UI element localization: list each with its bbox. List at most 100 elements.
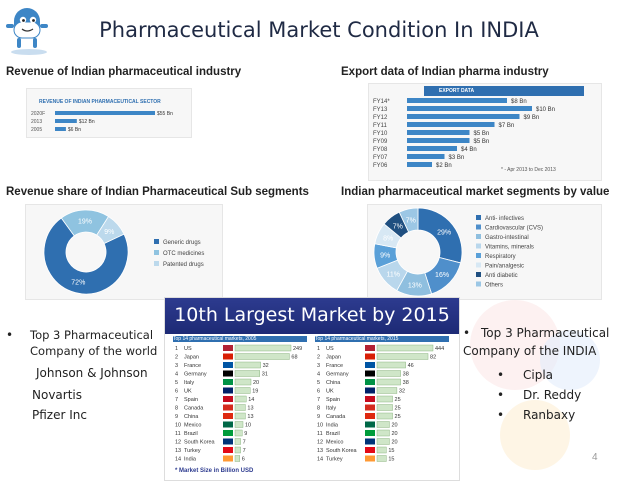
market-2015-country: South Korea: [326, 448, 358, 454]
bullet-icon: •: [497, 388, 505, 402]
export-bar: [407, 122, 495, 127]
export-bar-value: $8 Bn: [511, 99, 527, 105]
segments-slice-label: 7%: [393, 223, 403, 230]
share-legend-swatch: [154, 261, 159, 266]
export-row-label: FY09: [373, 139, 388, 145]
market-2015-value: 15: [388, 448, 394, 454]
market-2015-rank: 6: [317, 389, 320, 395]
segments-legend-swatch: [476, 234, 481, 239]
market-2015-flag-icon: [365, 404, 375, 411]
world-heading-line1: Top 3 Pharmaceutical: [30, 328, 154, 342]
market-2015-flag-icon: [365, 396, 375, 402]
market-2005-bar: [234, 370, 260, 377]
market-2005-flag-icon: [223, 370, 233, 377]
bullet-icon: •: [6, 328, 14, 342]
bullet-icon: •: [497, 368, 505, 382]
market-2015-bar: [376, 387, 398, 394]
segments-slice-label: 9%: [380, 253, 390, 260]
segments-heading: Indian pharmaceutical market segments by…: [341, 186, 610, 198]
segments-donut: 29%16%13%11%9%8%7%7% Anti- infectivesCard…: [373, 207, 543, 297]
market-footnote: * Market Size in Billion USD: [175, 468, 254, 474]
segments-legend-label: Vitamins, minerals: [485, 245, 534, 251]
market-2015-rank: 14: [317, 457, 323, 463]
market-2005-value: 31: [262, 372, 268, 378]
market-2015-rank: 1: [317, 346, 320, 352]
market-2005-country: Mexico: [184, 423, 201, 429]
market-2005-value: 7: [243, 440, 246, 446]
market-2005-value: 20: [253, 380, 259, 386]
world-company-3: Pfizer Inc: [32, 408, 87, 422]
market-2015-country: Japan: [326, 355, 341, 361]
market-2005-bar: [234, 395, 247, 403]
india-company-1: Cipla: [523, 368, 554, 382]
market-2005-rank: 9: [175, 414, 178, 420]
market-2005-country: China: [184, 414, 199, 420]
market-2015-rank: 3: [317, 363, 320, 369]
table-2015-header: Top 14 pharmaceutical markets, 2015: [315, 336, 449, 342]
segments-legend-swatch: [476, 262, 481, 268]
market-2005-flag-icon: [223, 353, 233, 360]
export-bar-value: $7 Bn: [499, 123, 515, 129]
market-2015-value: 444: [435, 346, 444, 352]
export-chart-note: * - Apr 2013 to Dec 2013: [501, 167, 556, 173]
bullet-icon: •: [497, 408, 505, 422]
market-2005-value: 249: [293, 346, 302, 352]
segments-legend-swatch: [476, 243, 481, 249]
segments-legend-swatch: [476, 253, 481, 258]
market-2015-flag-icon: [365, 421, 375, 428]
export-chart-header: EXPORT DATA: [439, 88, 475, 94]
market-2005-value: 19: [252, 389, 258, 395]
market-2015-bar: [376, 378, 401, 386]
share-slice-label: 19%: [78, 219, 92, 226]
export-bar-value: $9 Bn: [524, 115, 540, 121]
segments-slice-label: 7%: [406, 217, 416, 224]
market-2005-flag-icon: [223, 379, 233, 385]
market-2015-value: 38: [403, 372, 409, 378]
market-2005-flag-icon: [223, 404, 233, 411]
market-2015-value: 15: [388, 457, 394, 463]
revenue-bar-value: $6 Bn: [68, 127, 81, 133]
market-2005-flag-icon: [223, 430, 233, 436]
export-chart: EXPORT DATA FY14* $8 Bn FY13 $10 Bn FY12 $9 B…: [368, 83, 602, 181]
market-2005-rank: 10: [175, 423, 181, 429]
market-2015-country: Mexico: [326, 440, 343, 446]
revenue-bar: [55, 127, 66, 131]
market-2005-flag-icon: [223, 345, 233, 351]
export-bar: [407, 146, 457, 151]
share-legend-label: Generic drugs: [163, 240, 201, 246]
export-bar: [407, 138, 470, 143]
market-2005-country: Canada: [184, 406, 204, 412]
market-2015-rank: 7: [317, 397, 320, 403]
market-2015-country: Germany: [326, 372, 349, 378]
slide-title: Pharmaceutical Market Condition In INDIA: [99, 18, 539, 42]
export-bars: FY14* $8 Bn FY13 $10 Bn FY12 $9 Bn FY11 $7 Bn FY…: [373, 98, 555, 169]
share-slice-label: 72%: [71, 280, 85, 287]
market-2005-value: 14: [248, 397, 254, 403]
revenue-chart-header: REVENUE OF INDIAN PHARMACEUTICAL SECTOR: [39, 99, 161, 105]
export-bar-value: $10 Bn: [536, 107, 555, 113]
market-2015-rank: 11: [317, 431, 323, 437]
market-2005-bar: [234, 378, 252, 386]
segments-legend-swatch: [476, 272, 481, 277]
market-2005-value: 9: [244, 431, 247, 437]
market-2015-country: Italy: [326, 406, 336, 412]
market-2005-country: Spain: [184, 397, 198, 403]
market-2015-country: UK: [326, 389, 334, 395]
revenue-row-label: 2020F: [31, 111, 45, 117]
page-number: 4: [592, 452, 598, 463]
market-2015-rank: 13: [317, 448, 323, 454]
market-2005-flag-icon: [223, 413, 233, 419]
world-company-1: Johnson & Johnson: [36, 366, 148, 380]
market-2015-value: 46: [408, 363, 414, 369]
market-2005-value: 13: [247, 414, 253, 420]
market-2005-country: France: [184, 363, 201, 369]
market-2005-rank: 11: [175, 431, 181, 437]
segments-legend-label: Gastro-intestinal: [485, 235, 529, 241]
market-2015-flag-icon: [365, 362, 375, 368]
segments-slice-label: 13%: [408, 282, 422, 289]
market-2005-rank: 6: [175, 389, 178, 395]
market-2015-value: 25: [395, 414, 401, 420]
bullet-icon: •: [463, 326, 471, 340]
market-2005-flag-icon: [223, 421, 233, 428]
export-row-label: FY14*: [373, 99, 390, 105]
